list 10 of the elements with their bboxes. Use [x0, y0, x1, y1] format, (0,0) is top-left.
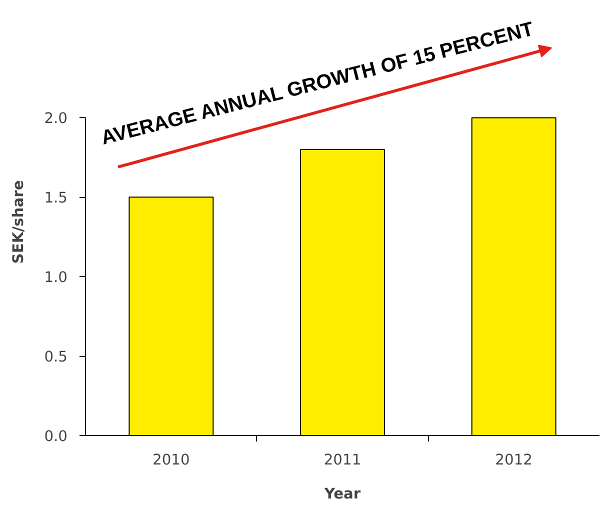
y-tick-label: 1.5: [44, 190, 68, 207]
y-tick-label: 1.0: [44, 269, 68, 286]
x-tick-label: 2010: [152, 452, 190, 468]
y-axis-title: SEK/share: [10, 180, 28, 264]
y-tick-label: 0.5: [44, 348, 68, 366]
y-tick-label: 0.0: [44, 428, 68, 445]
x-tick-label: 2011: [324, 452, 362, 468]
y-tick-label: 2.0: [44, 110, 68, 128]
x-tick-label: 2012: [495, 452, 532, 468]
x-axis-title: Year: [323, 486, 362, 502]
